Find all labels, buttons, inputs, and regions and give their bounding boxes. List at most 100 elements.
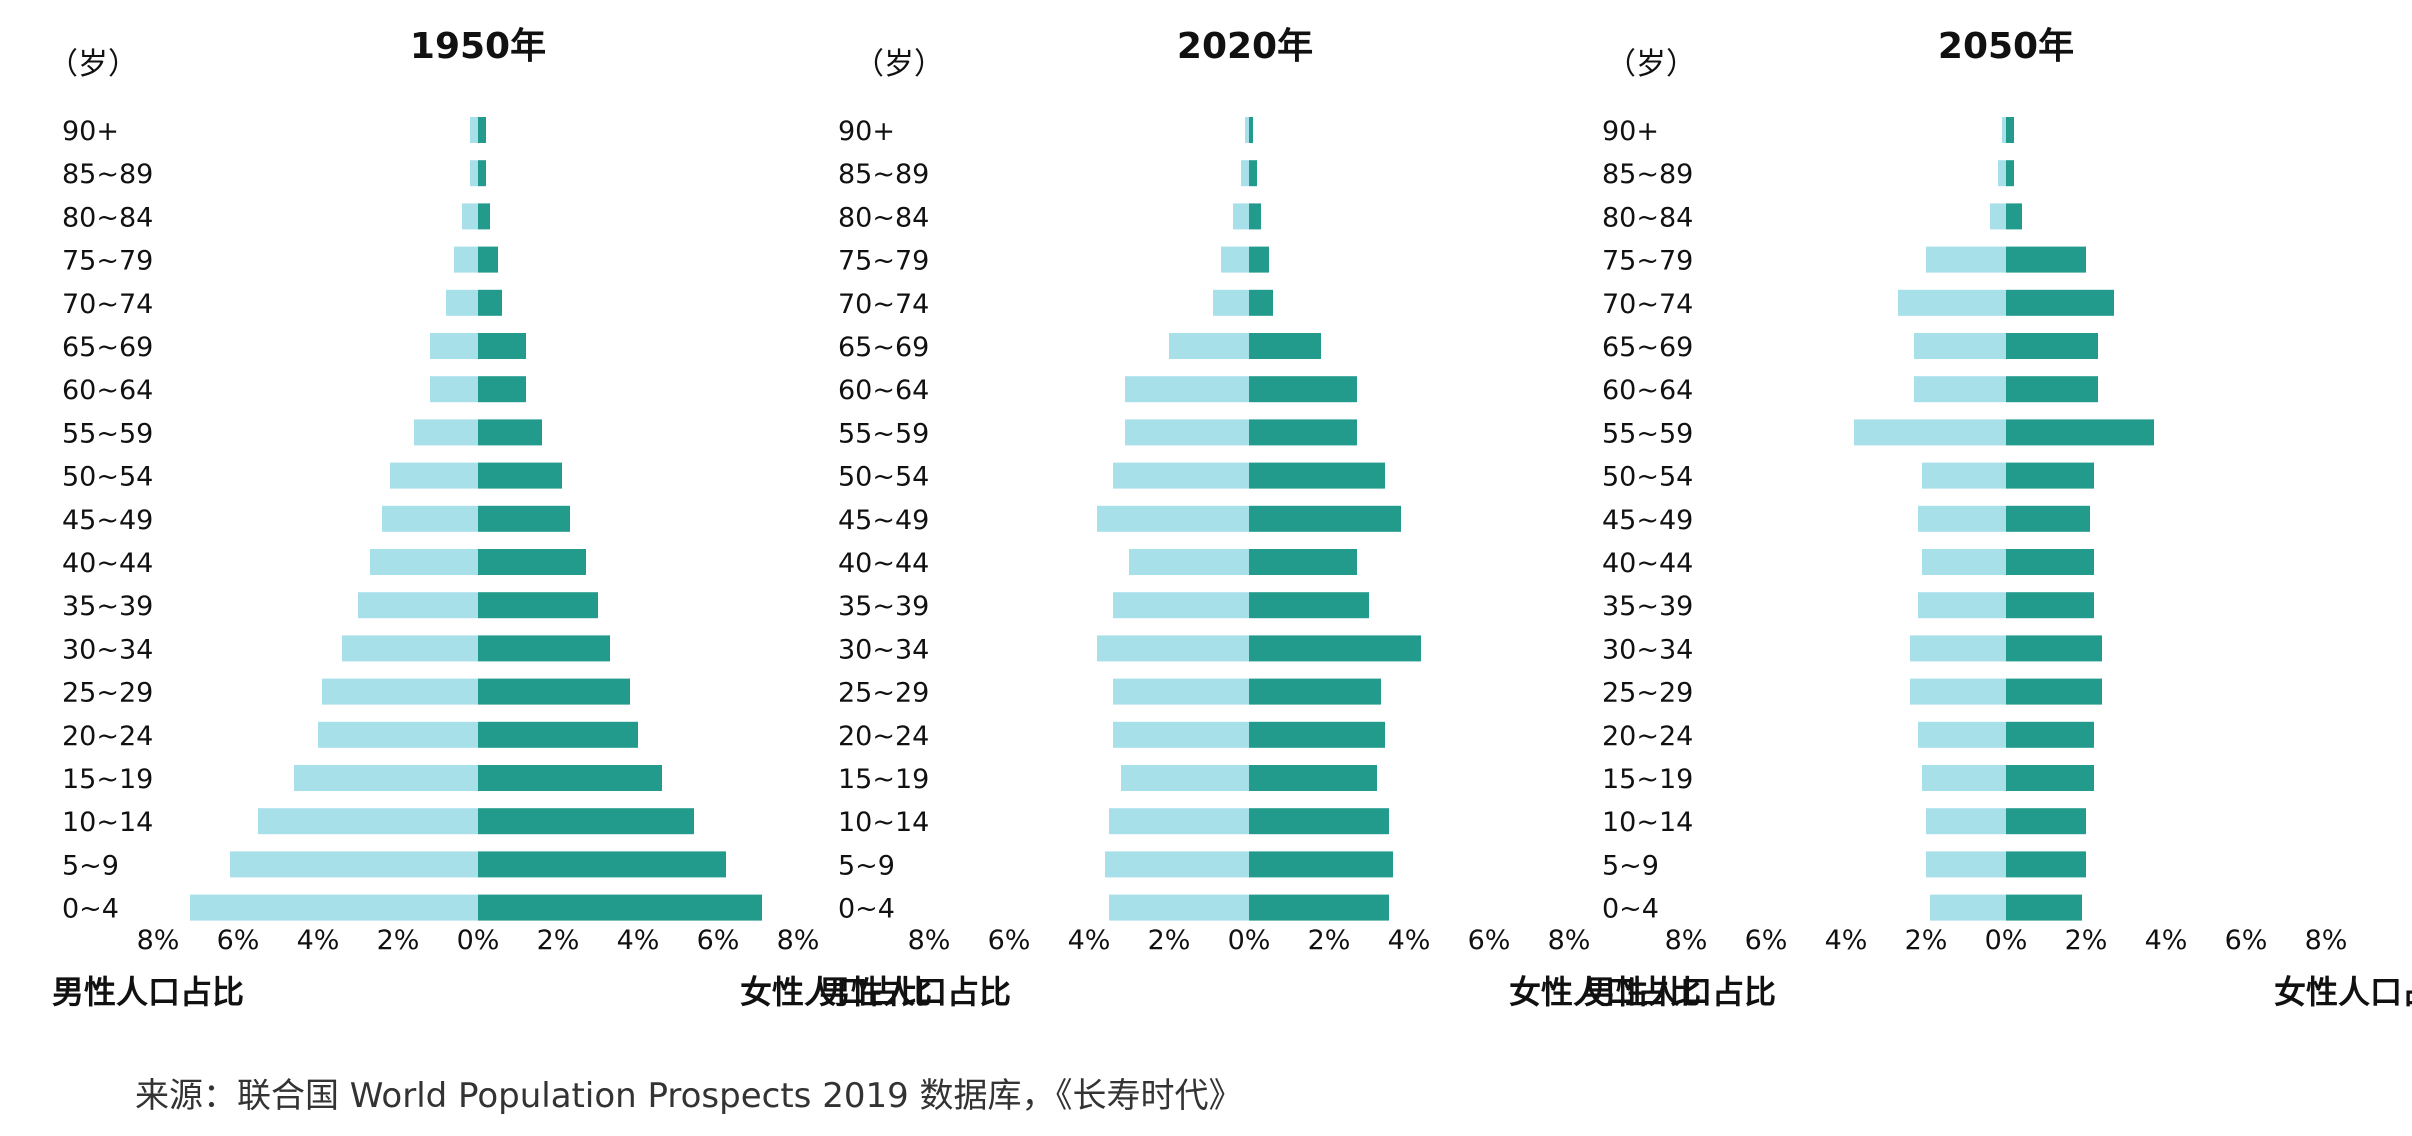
male-bar (1125, 376, 1249, 403)
male-bar (470, 160, 478, 187)
male-bar (462, 203, 478, 230)
female-bar (2006, 246, 2086, 273)
male-bar (1129, 549, 1249, 575)
male-bar (370, 549, 478, 575)
female-bar (2006, 808, 2086, 835)
male-bar (258, 808, 478, 835)
male-bar (1922, 765, 2006, 791)
male-bar (1914, 376, 2006, 403)
male-bar (322, 678, 478, 705)
female-bar (478, 117, 486, 143)
male-bar (342, 635, 478, 662)
age-group-label: 5~9 (62, 850, 119, 881)
female-bar (478, 246, 498, 273)
female-bar (478, 462, 562, 489)
x-tick-label: 8% (137, 925, 180, 956)
age-group-label: 20~24 (62, 721, 153, 752)
female-bar (478, 376, 526, 403)
x-tick-label: 2% (1905, 925, 1948, 956)
age-group-label: 60~64 (838, 375, 929, 406)
female-bar (478, 765, 662, 791)
age-group-label: 45~49 (838, 505, 929, 536)
male-bar (1918, 592, 2006, 619)
x-tick-label: 4% (1825, 925, 1868, 956)
age-group-label: 0~4 (62, 894, 119, 925)
age-group-label: 35~39 (838, 591, 929, 622)
male-bar (1926, 808, 2006, 835)
x-tick-label: 6% (697, 925, 740, 956)
x-tick-label: 4% (617, 925, 660, 956)
female-bar (2006, 505, 2090, 532)
male-bar (1918, 505, 2006, 532)
female-bar (1249, 592, 1369, 619)
female-bar (478, 160, 486, 187)
female-bar (2006, 333, 2098, 359)
female-bar (1249, 549, 1357, 575)
female-bar (2006, 678, 2102, 705)
age-group-label: 80~84 (62, 202, 153, 233)
age-group-label: 40~44 (838, 548, 929, 579)
female-bar (1249, 203, 1261, 230)
x-tick-label: 0% (1228, 925, 1271, 956)
female-bar (2006, 160, 2014, 187)
female-bar (1249, 678, 1381, 705)
age-unit-label: （岁） (854, 47, 944, 82)
age-group-label: 70~74 (838, 289, 929, 320)
female-bar (1249, 462, 1385, 489)
x-tick-label: 4% (1388, 925, 1431, 956)
female-bar (478, 505, 570, 532)
age-group-label: 80~84 (838, 202, 929, 233)
x-tick-label: 6% (988, 925, 1031, 956)
female-bar (1249, 635, 1421, 662)
x-tick-label: 8% (777, 925, 820, 956)
age-group-label: 5~9 (1602, 850, 1659, 881)
x-tick-label: 8% (1665, 925, 1708, 956)
age-group-label: 20~24 (1602, 721, 1693, 752)
male-bar (230, 851, 478, 878)
male-bar (1930, 894, 2006, 921)
pyramid-2: 2020年 （岁） 90+ 85~89 80~84 75~79 70~74 65~69 60~6… (819, 26, 1701, 1011)
male-bar (1926, 246, 2006, 273)
male-bar (1113, 678, 1249, 705)
male-bar (1109, 808, 1249, 835)
age-group-label: 90+ (838, 116, 895, 147)
male-bar (1926, 851, 2006, 878)
age-unit-label: （岁） (48, 47, 138, 82)
male-bar (1922, 549, 2006, 575)
male-bar (1113, 592, 1249, 619)
age-group-label: 55~59 (62, 418, 153, 449)
age-group-label: 30~34 (838, 634, 929, 665)
age-group-label: 65~69 (838, 332, 929, 363)
x-tick-label: 0% (457, 925, 500, 956)
female-bar (2006, 289, 2114, 316)
age-group-label: 85~89 (1602, 159, 1693, 190)
age-group-label: 15~19 (1602, 764, 1693, 795)
male-bar (430, 376, 478, 403)
female-bar (478, 549, 586, 575)
female-bar (2006, 721, 2094, 748)
age-group-label: 75~79 (1602, 246, 1693, 277)
age-group-label: 55~59 (838, 418, 929, 449)
x-tick-label: 4% (297, 925, 340, 956)
age-group-label: 70~74 (1602, 289, 1693, 320)
age-group-label: 65~69 (62, 332, 153, 363)
age-group-label: 80~84 (1602, 202, 1693, 233)
male-bar (318, 721, 478, 748)
age-group-label: 30~34 (1602, 634, 1693, 665)
female-bar (1249, 246, 1269, 273)
male-bar (294, 765, 478, 791)
x-label-female: 女性人口占比 (740, 973, 932, 1011)
female-bar (1249, 289, 1273, 316)
x-tick-label: 2% (377, 925, 420, 956)
age-group-label: 55~59 (1602, 418, 1693, 449)
male-bar (470, 117, 478, 143)
female-bar (478, 592, 598, 619)
male-bar (1221, 246, 1249, 273)
chart-title: 2020年 (1177, 26, 1313, 67)
age-group-label: 75~79 (838, 246, 929, 277)
female-bar (2006, 765, 2094, 791)
female-bar (1249, 419, 1357, 446)
female-bar (2006, 376, 2098, 403)
female-bar (478, 808, 694, 835)
